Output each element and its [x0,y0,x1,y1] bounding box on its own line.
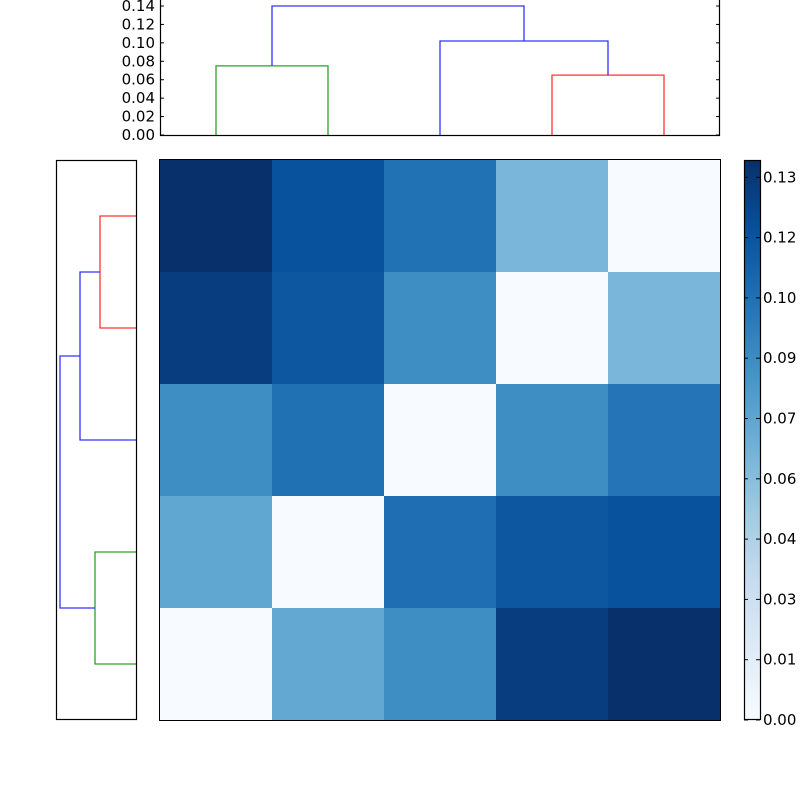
dendrogram-link [439,40,609,135]
colorbar-ticks: 0.00 0.01 0.03 0.04 0.06 0.07 0.09 0.10 0.12 0.13 [744,168,796,729]
heatmap-cell [384,272,496,384]
colorbar-tick-label: 0.04 [763,530,796,548]
ytick-label: 0.08 [122,52,155,70]
heatmap-cell [608,608,720,720]
top-dendrogram-links [215,5,665,135]
ytick-label: 0.02 [122,108,155,126]
ytick-label: 0.04 [122,89,155,107]
heatmap-cell [160,608,272,720]
dendrogram-link [215,65,329,135]
left-dendrogram [55,159,138,721]
heatmap-cell [608,160,720,272]
heatmap-cell [160,272,272,384]
heatmap-cell [608,272,720,384]
heatmap-cell [608,384,720,496]
top-dendrogram: 0.000.020.040.060.080.100.120.14 [122,0,721,144]
heatmap-cell [160,384,272,496]
heatmap-cell [272,496,384,608]
ytick-label: 0.14 [122,0,155,15]
left-dendrogram-links [59,215,136,665]
heatmap-cell [384,384,496,496]
colorbar-tick-label: 0.09 [763,349,796,367]
dendrogram-link [551,74,665,135]
colorbar-tick-label: 0.03 [763,590,796,608]
ytick-label: 0.06 [122,71,155,89]
colorbar-tick-label: 0.13 [763,168,796,186]
heatmap-cell [384,496,496,608]
heatmap-cell [384,160,496,272]
heatmap-cell [496,384,608,496]
heatmap-cell [160,496,272,608]
heatmap-cell [272,608,384,720]
ytick-label: 0.00 [122,126,155,144]
colorbar-tick-label: 0.06 [763,470,796,488]
top-dendrogram-yticks: 0.000.020.040.060.080.100.120.14 [122,0,720,144]
heatmap-cell [272,272,384,384]
heatmap-cell [160,160,272,272]
heatmap-cell [496,160,608,272]
dendrogram-link [271,5,525,66]
colorbar-tick-label: 0.10 [763,289,796,307]
heatmap-cell [496,496,608,608]
colorbar-tick-label: 0.01 [763,651,796,669]
heatmap-cell [608,496,720,608]
colorbar-tick-label: 0.00 [763,711,796,729]
colorbar: 0.00 0.01 0.03 0.04 0.06 0.07 0.09 0.10 0.12 0.13 [743,159,796,729]
heatmap-cell [496,272,608,384]
heatmap [159,159,721,721]
dendrogram-link [99,215,136,329]
dendrogram-link [94,551,136,665]
heatmap-cell [496,608,608,720]
colorbar-tick-label: 0.07 [763,410,796,428]
heatmap-cell [384,608,496,720]
dendrogram-link [59,355,95,609]
dendrogram-link [79,271,136,441]
heatmap-cell [272,384,384,496]
top-dendrogram-frame [159,0,721,137]
colorbar-gradient [743,159,762,721]
heatmap-cell [272,160,384,272]
left-dendrogram-frame [55,159,138,721]
colorbar-tick-label: 0.12 [763,229,796,247]
ytick-label: 0.10 [122,34,155,52]
ytick-label: 0.12 [122,15,155,33]
